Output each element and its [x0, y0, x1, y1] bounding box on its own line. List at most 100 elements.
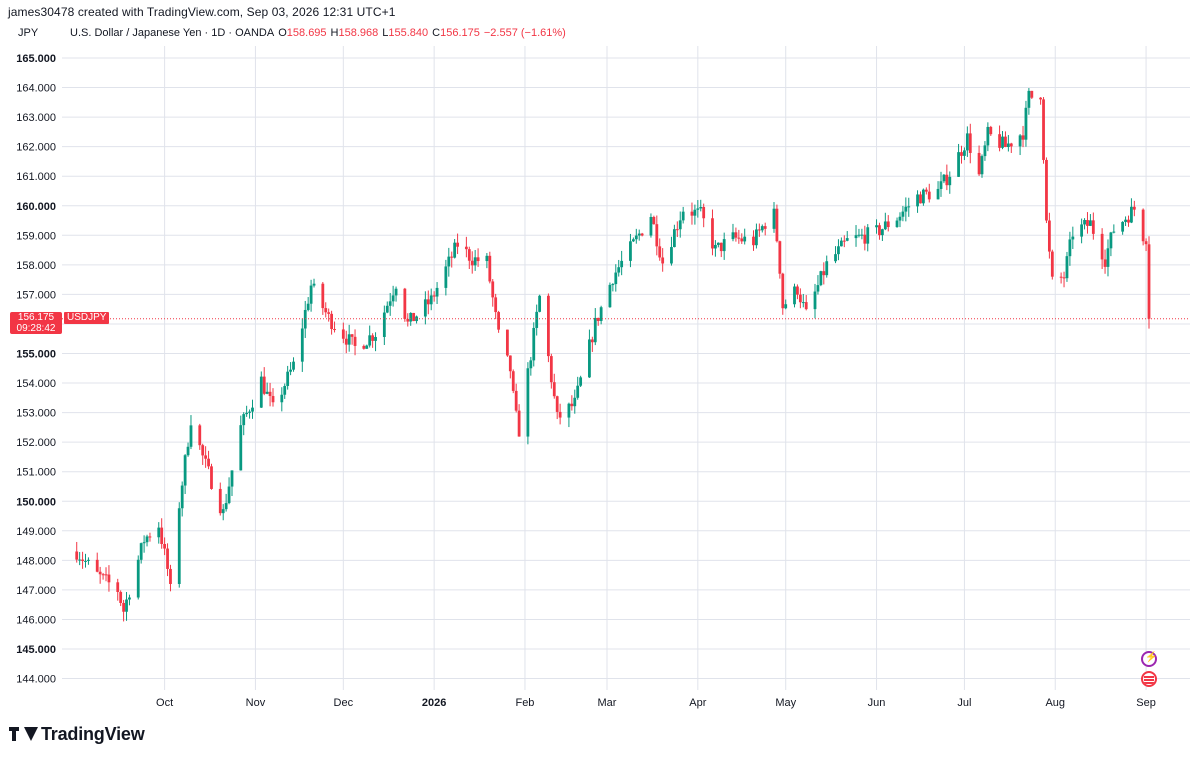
candle-body [166, 548, 169, 569]
candle-body [784, 304, 788, 309]
y-tick-label: 149.000 [16, 526, 56, 538]
candle-body [368, 335, 372, 346]
candle-body [128, 597, 131, 600]
candle-body [268, 391, 272, 397]
candle-body [945, 174, 949, 186]
candle-body [453, 242, 457, 258]
candle-body [670, 247, 673, 264]
candle-body [775, 208, 779, 242]
candle-body [139, 543, 143, 560]
candle-body [1144, 241, 1148, 245]
candle-body [658, 246, 662, 258]
candle-body [210, 466, 213, 489]
tradingview-logo[interactable]: TradingView [9, 724, 145, 745]
candle-body [467, 249, 471, 261]
candle-body [734, 232, 738, 238]
candle-body [1047, 220, 1051, 252]
candle-body [78, 559, 82, 561]
candle-body [327, 312, 331, 314]
us-flag-icon[interactable] [1141, 671, 1157, 687]
candle-body [834, 254, 837, 262]
candle-body [1086, 220, 1089, 226]
candle-body [948, 176, 952, 186]
x-tick-label: 2026 [422, 697, 446, 709]
event-lightning-icon[interactable] [1141, 651, 1157, 667]
last-price-tag: 156.175 09:28:42 [10, 312, 62, 334]
candle-body [919, 194, 922, 204]
candle-body [719, 242, 723, 252]
candle-body [816, 285, 820, 292]
candle-body [198, 425, 202, 446]
candle-body [221, 509, 225, 514]
candle-body [309, 285, 313, 304]
candle-body [714, 244, 717, 249]
candle-body [508, 355, 512, 372]
y-tick-label: 146.000 [16, 614, 56, 626]
candle-body [711, 218, 714, 249]
y-tick-label: 145.000 [16, 644, 56, 656]
candle-body [312, 283, 316, 286]
candle-body [245, 412, 249, 415]
high-key: H [330, 27, 339, 39]
candle-body [854, 235, 858, 239]
y-tick-label: 154.000 [16, 378, 56, 390]
candle-body [163, 544, 167, 549]
candle-body [1132, 206, 1136, 210]
candle-body [1045, 159, 1048, 221]
high-value: 158.968 [338, 27, 379, 39]
candle-body [1065, 256, 1069, 279]
candle-body [423, 299, 427, 317]
candle-body [107, 574, 111, 583]
candle-body [488, 255, 492, 282]
candle-body [473, 257, 477, 266]
candle-body [286, 371, 290, 386]
candle-body [696, 208, 700, 210]
candle-body [1089, 220, 1092, 226]
candle-body [87, 559, 90, 561]
candle-body [1042, 99, 1045, 160]
candle-body [101, 574, 105, 576]
candle-body [306, 303, 310, 310]
candle-body [1121, 221, 1125, 232]
candle-body [813, 291, 817, 310]
candle-body [875, 225, 878, 228]
candle-body [965, 133, 969, 151]
candle-body [1050, 251, 1054, 277]
candle-body [655, 224, 659, 247]
candle-body [125, 599, 128, 612]
candle-body [699, 206, 703, 209]
candle-body [924, 189, 928, 192]
candle-body [804, 302, 808, 310]
y-tick-label: 148.000 [16, 555, 56, 567]
candle-body [757, 229, 761, 231]
candle-body [839, 240, 843, 247]
candle-body [265, 391, 269, 394]
candle-body [549, 356, 553, 383]
candle-body [157, 527, 161, 538]
candle-body [570, 403, 574, 407]
candle-body [960, 152, 963, 156]
candle-body [1021, 135, 1025, 140]
symbol-name[interactable]: U.S. Dollar / Japanese Yen · 1D · OANDA [70, 27, 275, 39]
candle-body [1083, 220, 1086, 225]
candle-body [837, 246, 840, 255]
candle-body [825, 261, 829, 276]
candle-body [752, 236, 755, 246]
candle-body [145, 536, 149, 543]
candle-body [538, 295, 542, 312]
candle-body [201, 445, 205, 456]
candle-body [863, 234, 867, 244]
candle-body [385, 305, 389, 313]
candle-body [1039, 97, 1042, 100]
candle-body [842, 240, 846, 242]
candle-body [362, 345, 366, 349]
ticker-tag: USDJPY [64, 312, 110, 324]
candle-body [497, 312, 500, 330]
candle-body [819, 271, 823, 286]
tradingview-logo-text: TradingView [41, 724, 145, 744]
candle-body [1141, 209, 1145, 242]
candle-body [763, 226, 767, 229]
candle-body [743, 236, 747, 242]
candle-body [631, 239, 635, 242]
